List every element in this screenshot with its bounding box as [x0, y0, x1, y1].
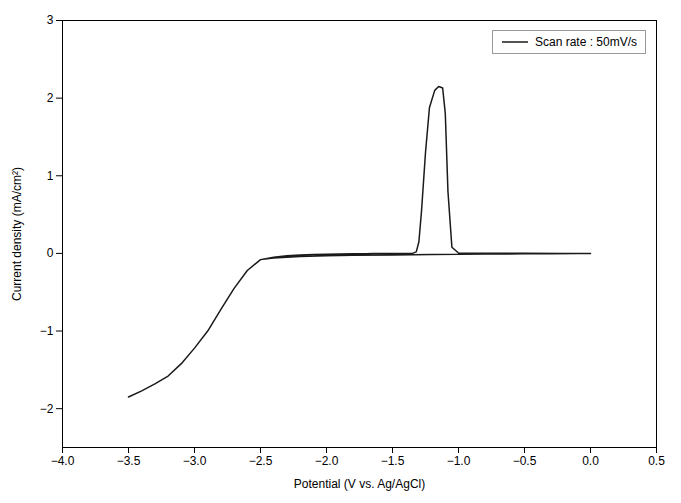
svg-text:−3.5: −3.5	[117, 454, 141, 468]
svg-text:−1.0: −1.0	[447, 454, 471, 468]
svg-text:0.0: 0.0	[582, 454, 599, 468]
svg-text:−4.0: −4.0	[51, 454, 75, 468]
svg-text:Potential (V vs. Ag/AgCl): Potential (V vs. Ag/AgCl)	[294, 477, 425, 491]
html-text:Scan rate : 50mV/s: Scan rate : 50mV/s	[535, 35, 637, 49]
svg-text:−2.0: −2.0	[315, 454, 339, 468]
svg-text:1: 1	[47, 169, 54, 183]
svg-text:−1: −1	[40, 324, 54, 338]
svg-text:3: 3	[47, 13, 54, 27]
svg-text:Current density (mA/cm²): Current density (mA/cm²)	[10, 167, 24, 301]
svg-text:0.5: 0.5	[648, 454, 665, 468]
svg-text:−3.0: −3.0	[183, 454, 207, 468]
svg-text:−2: −2	[40, 402, 54, 416]
svg-text:−2.5: −2.5	[249, 454, 273, 468]
svg-text:−1.5: −1.5	[381, 454, 405, 468]
svg-text:2: 2	[47, 91, 54, 105]
svg-text:−0.5: −0.5	[513, 454, 537, 468]
svg-text:0: 0	[47, 246, 54, 260]
